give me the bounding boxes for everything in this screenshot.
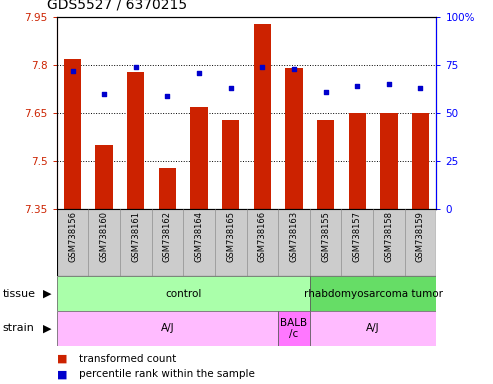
Bar [64, 59, 81, 209]
Bar [317, 120, 334, 209]
Point [290, 66, 298, 72]
Bar [278, 311, 310, 346]
Point [164, 93, 172, 99]
Text: GSM738156: GSM738156 [68, 211, 77, 262]
Text: GSM738157: GSM738157 [352, 211, 362, 262]
Text: GSM738165: GSM738165 [226, 211, 235, 262]
Text: GSM738166: GSM738166 [258, 211, 267, 262]
Bar [96, 145, 113, 209]
Text: GSM738160: GSM738160 [100, 211, 108, 262]
Text: ▶: ▶ [42, 323, 51, 333]
Bar [310, 311, 436, 346]
Bar [373, 209, 405, 276]
Bar [341, 209, 373, 276]
Point [227, 85, 235, 91]
Bar [120, 209, 152, 276]
Text: GSM738163: GSM738163 [289, 211, 298, 262]
Bar [88, 209, 120, 276]
Bar [57, 209, 88, 276]
Text: GSM738162: GSM738162 [163, 211, 172, 262]
Bar [127, 72, 144, 209]
Text: percentile rank within the sample: percentile rank within the sample [79, 369, 255, 379]
Bar [152, 209, 183, 276]
Point [195, 70, 203, 76]
Bar [222, 120, 240, 209]
Text: GSM738164: GSM738164 [195, 211, 204, 262]
Point [417, 85, 424, 91]
Point [69, 68, 76, 74]
Text: A/J: A/J [161, 323, 174, 333]
Text: ■: ■ [57, 369, 67, 379]
Bar [190, 107, 208, 209]
Point [100, 91, 108, 97]
Bar [57, 276, 310, 311]
Text: GSM738158: GSM738158 [385, 211, 393, 262]
Bar [278, 209, 310, 276]
Text: GDS5527 / 6370215: GDS5527 / 6370215 [47, 0, 187, 12]
Text: GSM738161: GSM738161 [131, 211, 141, 262]
Text: BALB
/c: BALB /c [281, 318, 308, 339]
Text: A/J: A/J [366, 323, 380, 333]
Bar [285, 68, 303, 209]
Text: transformed count: transformed count [79, 354, 176, 364]
Point [258, 64, 266, 70]
Point [385, 81, 393, 88]
Text: rhabdomyosarcoma tumor: rhabdomyosarcoma tumor [304, 289, 443, 299]
Bar [349, 113, 366, 209]
Bar [310, 209, 341, 276]
Bar [159, 168, 176, 209]
Text: tissue: tissue [2, 289, 35, 299]
Point [321, 89, 329, 95]
Bar [412, 113, 429, 209]
Bar [405, 209, 436, 276]
Text: control: control [165, 289, 202, 299]
Bar [215, 209, 246, 276]
Text: GSM738159: GSM738159 [416, 211, 425, 262]
Bar [246, 209, 278, 276]
Bar [57, 311, 278, 346]
Text: strain: strain [2, 323, 35, 333]
Bar [310, 276, 436, 311]
Bar [380, 113, 397, 209]
Text: GSM738155: GSM738155 [321, 211, 330, 262]
Point [353, 83, 361, 89]
Text: ▶: ▶ [42, 289, 51, 299]
Bar [183, 209, 215, 276]
Text: ■: ■ [57, 354, 67, 364]
Bar [253, 24, 271, 209]
Point [132, 64, 140, 70]
